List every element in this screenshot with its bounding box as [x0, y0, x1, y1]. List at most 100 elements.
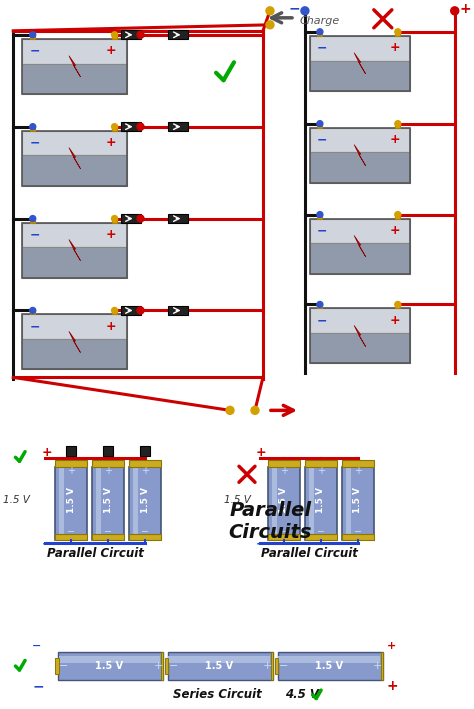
Circle shape: [317, 121, 323, 127]
Polygon shape: [165, 658, 168, 674]
Text: 1.5 V: 1.5 V: [317, 487, 325, 513]
Polygon shape: [395, 123, 401, 128]
Polygon shape: [354, 235, 365, 257]
Polygon shape: [168, 652, 273, 680]
Text: +: +: [104, 467, 112, 476]
Polygon shape: [59, 657, 160, 663]
Circle shape: [30, 123, 36, 130]
Polygon shape: [305, 534, 337, 540]
Polygon shape: [354, 52, 365, 74]
Text: +: +: [460, 2, 471, 16]
Text: −: −: [29, 320, 40, 333]
Polygon shape: [168, 122, 189, 131]
Circle shape: [226, 406, 234, 414]
Text: 1.5 V: 1.5 V: [205, 661, 233, 671]
Text: 1.5 V: 1.5 V: [224, 496, 250, 506]
Polygon shape: [59, 468, 64, 534]
Polygon shape: [69, 56, 81, 77]
Polygon shape: [92, 460, 124, 467]
Polygon shape: [22, 64, 127, 94]
Text: −: −: [279, 661, 288, 671]
Polygon shape: [275, 658, 278, 674]
Circle shape: [266, 7, 274, 15]
Polygon shape: [112, 311, 117, 315]
Circle shape: [395, 29, 401, 35]
Polygon shape: [381, 652, 383, 680]
Text: 1.5 V: 1.5 V: [3, 496, 30, 506]
Text: −: −: [288, 2, 300, 16]
Polygon shape: [268, 460, 300, 467]
Text: Parallel
Circuits: Parallel Circuits: [228, 501, 312, 542]
Text: +: +: [390, 314, 400, 327]
Circle shape: [317, 211, 323, 218]
Polygon shape: [69, 240, 81, 261]
Polygon shape: [395, 304, 401, 308]
Polygon shape: [318, 304, 322, 308]
Polygon shape: [310, 218, 410, 243]
Polygon shape: [66, 446, 76, 457]
Text: +: +: [390, 41, 400, 55]
Polygon shape: [271, 652, 273, 680]
Polygon shape: [310, 35, 410, 60]
Text: +: +: [387, 641, 396, 651]
Polygon shape: [129, 467, 161, 540]
Polygon shape: [129, 460, 161, 467]
Polygon shape: [310, 243, 410, 274]
Circle shape: [30, 216, 36, 222]
Text: −: −: [354, 527, 362, 537]
Polygon shape: [58, 652, 163, 680]
Polygon shape: [395, 215, 401, 218]
Text: +: +: [256, 446, 266, 459]
Text: 1.5 V: 1.5 V: [104, 487, 113, 513]
Text: +: +: [373, 661, 383, 671]
Circle shape: [317, 301, 323, 308]
Text: +: +: [106, 228, 117, 241]
Polygon shape: [69, 147, 81, 169]
Circle shape: [251, 406, 259, 414]
Text: 1.5 V: 1.5 V: [353, 487, 362, 513]
Text: −: −: [317, 527, 325, 537]
Text: Series Circuit: Series Circuit: [173, 688, 261, 701]
Text: +: +: [106, 136, 117, 150]
Text: 4.5 V: 4.5 V: [285, 688, 319, 701]
Polygon shape: [168, 306, 189, 315]
Text: −: −: [32, 679, 44, 693]
Text: 1.5 V: 1.5 V: [315, 661, 343, 671]
Polygon shape: [268, 534, 300, 540]
Text: −: −: [317, 314, 327, 327]
Polygon shape: [96, 468, 101, 534]
Text: +: +: [263, 661, 273, 671]
Polygon shape: [268, 467, 300, 540]
Text: 1.5 V: 1.5 V: [67, 487, 76, 513]
Circle shape: [395, 301, 401, 308]
Circle shape: [137, 31, 144, 38]
Polygon shape: [133, 468, 138, 534]
Polygon shape: [278, 657, 380, 663]
Polygon shape: [310, 308, 410, 333]
Polygon shape: [112, 218, 117, 223]
Polygon shape: [310, 152, 410, 183]
Polygon shape: [168, 30, 189, 39]
Circle shape: [30, 32, 36, 38]
Polygon shape: [140, 446, 150, 457]
Text: −: −: [317, 224, 327, 238]
Polygon shape: [310, 333, 410, 364]
Circle shape: [301, 7, 309, 15]
Polygon shape: [161, 652, 163, 680]
Text: +: +: [390, 224, 400, 238]
Text: Parallel Circuit: Parallel Circuit: [262, 547, 358, 560]
Polygon shape: [55, 467, 87, 540]
Polygon shape: [354, 325, 365, 347]
Text: −: −: [67, 527, 75, 537]
Text: +: +: [317, 467, 325, 476]
Polygon shape: [22, 247, 127, 277]
Polygon shape: [112, 127, 117, 130]
Text: +: +: [390, 133, 400, 146]
Text: −: −: [29, 228, 40, 241]
Text: +: +: [154, 661, 163, 671]
Text: +: +: [67, 467, 75, 476]
Text: +: +: [41, 446, 52, 459]
Text: −: −: [280, 527, 288, 537]
Polygon shape: [30, 218, 35, 223]
Circle shape: [395, 121, 401, 127]
